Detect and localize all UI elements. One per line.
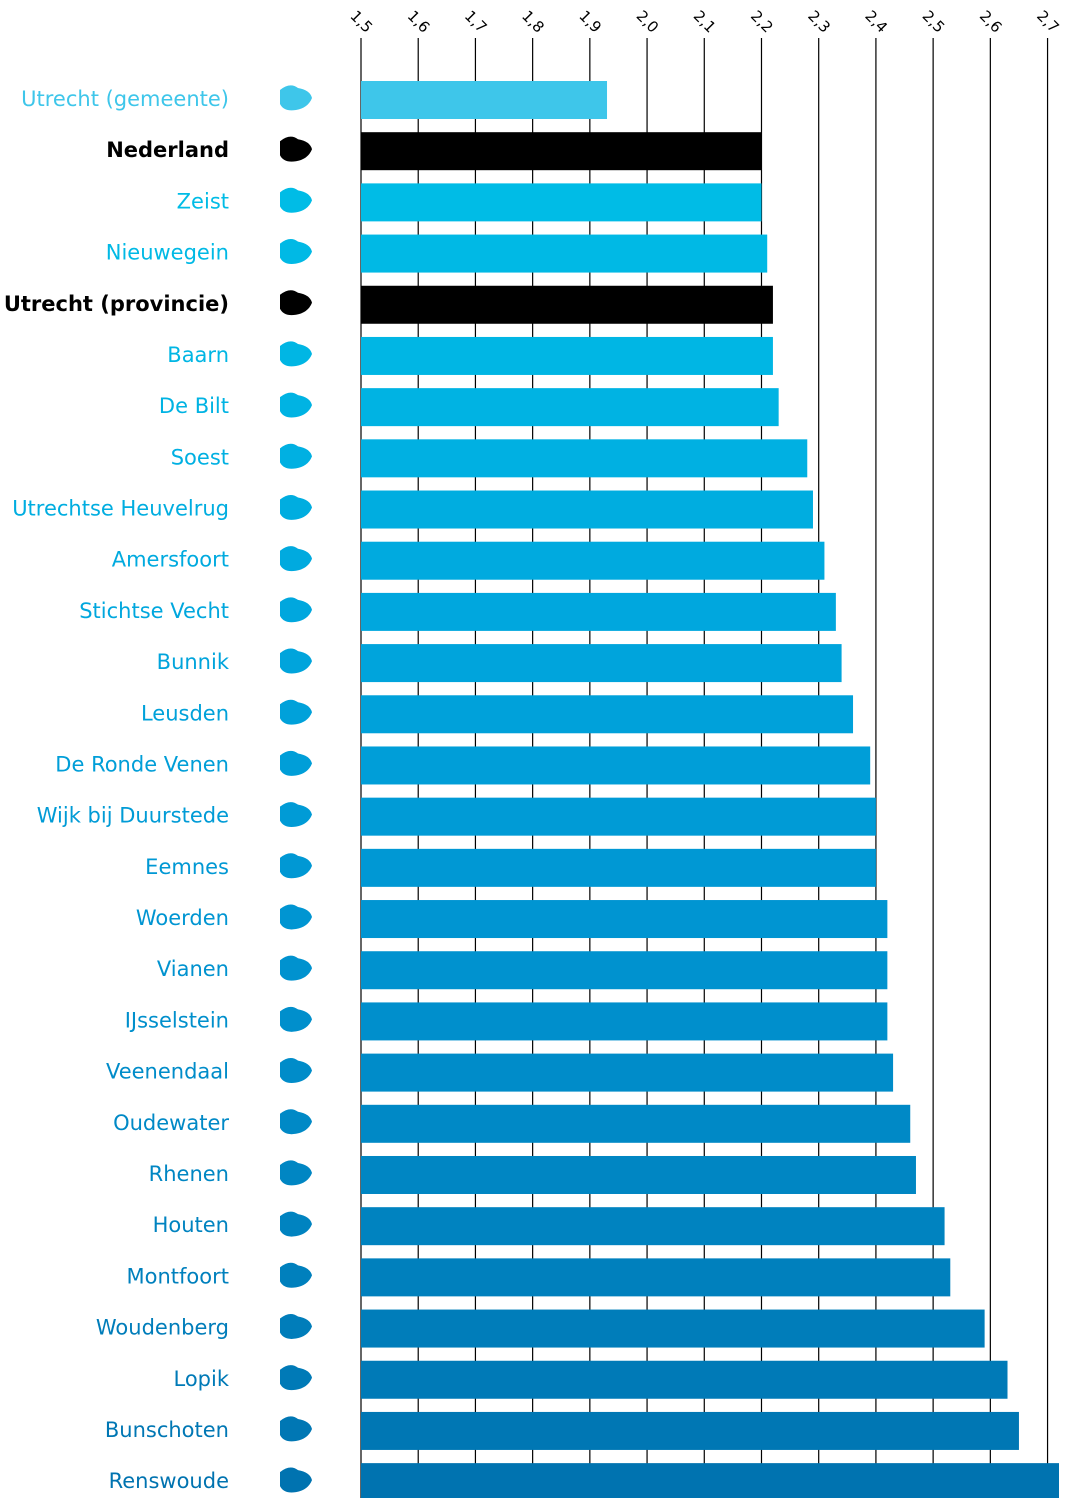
map-icon — [280, 1058, 312, 1084]
category-label: Nederland — [106, 138, 229, 162]
bar — [361, 746, 871, 785]
category-label: Vianen — [157, 957, 229, 981]
category-label: Utrecht (gemeente) — [21, 87, 229, 111]
bar — [361, 644, 842, 683]
bar — [361, 695, 854, 734]
bar — [361, 490, 813, 529]
bar — [361, 1258, 951, 1297]
category-label: Bunnik — [157, 650, 230, 674]
map-icon — [280, 1160, 312, 1186]
category-label: Rhenen — [149, 1162, 229, 1186]
x-tick-label: 2,4 — [861, 7, 891, 37]
bar — [361, 336, 773, 375]
category-label: Soest — [171, 445, 229, 469]
category-label: Stichtse Vecht — [79, 599, 229, 623]
bar — [361, 439, 808, 478]
map-icon — [280, 392, 312, 418]
map-icon — [280, 341, 312, 367]
x-tick-label: 2,3 — [804, 7, 834, 37]
bar — [361, 797, 876, 836]
category-label: Eemnes — [145, 855, 229, 879]
map-icon — [280, 494, 312, 520]
category-label: De Ronde Venen — [55, 752, 229, 776]
bar — [361, 388, 779, 427]
category-label: Leusden — [141, 701, 229, 725]
map-icon — [280, 597, 312, 623]
map-icon — [280, 904, 312, 930]
x-tick-label: 2,1 — [690, 7, 720, 37]
map-icon — [280, 1416, 312, 1442]
bar — [361, 1360, 1008, 1399]
bar — [361, 1411, 1019, 1450]
map-icon — [280, 290, 312, 316]
bar — [361, 1053, 894, 1092]
bar — [361, 1309, 985, 1348]
category-label: Oudewater — [113, 1111, 229, 1135]
map-icon — [280, 699, 312, 725]
x-tick-label: 2,5 — [919, 7, 949, 37]
category-label: Nieuwegein — [106, 241, 229, 265]
x-tick-label: 1,7 — [461, 7, 491, 37]
bar — [361, 183, 762, 222]
map-icon — [280, 238, 312, 264]
map-icon — [280, 443, 312, 469]
map-icon — [280, 1006, 312, 1032]
x-tick-label: 2,2 — [747, 7, 777, 37]
bar — [361, 132, 762, 171]
category-label: Houten — [153, 1213, 229, 1237]
map-icon — [280, 1211, 312, 1237]
category-label: Bunschoten — [105, 1418, 229, 1442]
map-icon — [280, 1365, 312, 1391]
bar — [361, 592, 836, 631]
bar — [361, 285, 773, 324]
bar — [361, 81, 608, 119]
map-icon — [280, 802, 312, 828]
category-label: Montfoort — [127, 1264, 229, 1288]
category-label: Utrechtse Heuvelrug — [12, 497, 229, 521]
category-label: Woudenberg — [96, 1316, 229, 1340]
map-icon — [280, 546, 312, 572]
map-icon — [280, 187, 312, 213]
category-label: Baarn — [167, 343, 229, 367]
map-icon — [280, 1109, 312, 1135]
bar — [361, 1463, 1059, 1498]
map-icon — [280, 1262, 312, 1288]
bar — [361, 1207, 945, 1246]
category-label: Lopik — [173, 1367, 229, 1391]
map-icon — [280, 85, 312, 111]
map-icon — [280, 136, 312, 162]
category-label: Amersfoort — [112, 548, 229, 572]
category-label: Renswoude — [109, 1469, 229, 1493]
map-icon — [280, 750, 312, 776]
bar — [361, 541, 825, 580]
bar — [361, 1104, 911, 1143]
x-tick-label: 1,8 — [518, 7, 548, 37]
bar — [361, 951, 888, 990]
category-label: Utrecht (provincie) — [4, 292, 229, 316]
x-tick-label: 2,7 — [1033, 7, 1063, 37]
map-icon — [280, 1467, 312, 1493]
map-icon — [280, 1313, 312, 1339]
bar — [361, 1002, 888, 1041]
category-label: Zeist — [177, 189, 229, 213]
map-icon — [280, 955, 312, 981]
x-tick-label: 2,6 — [976, 7, 1006, 37]
bar — [361, 900, 888, 939]
map-icon — [280, 853, 312, 879]
x-tick-label: 1,5 — [347, 7, 377, 37]
category-label: Veenendaal — [106, 1060, 229, 1084]
category-label: IJsselstein — [125, 1008, 229, 1032]
category-label: Woerden — [136, 906, 229, 930]
x-tick-label: 2,0 — [633, 7, 663, 37]
category-label: Wijk bij Duurstede — [37, 804, 229, 828]
x-tick-label: 1,6 — [404, 7, 434, 37]
bar — [361, 848, 876, 887]
x-tick-label: 1,9 — [575, 7, 605, 37]
category-label: De Bilt — [159, 394, 229, 418]
map-icon — [280, 648, 312, 674]
bar — [361, 1155, 916, 1194]
bar — [361, 234, 768, 273]
